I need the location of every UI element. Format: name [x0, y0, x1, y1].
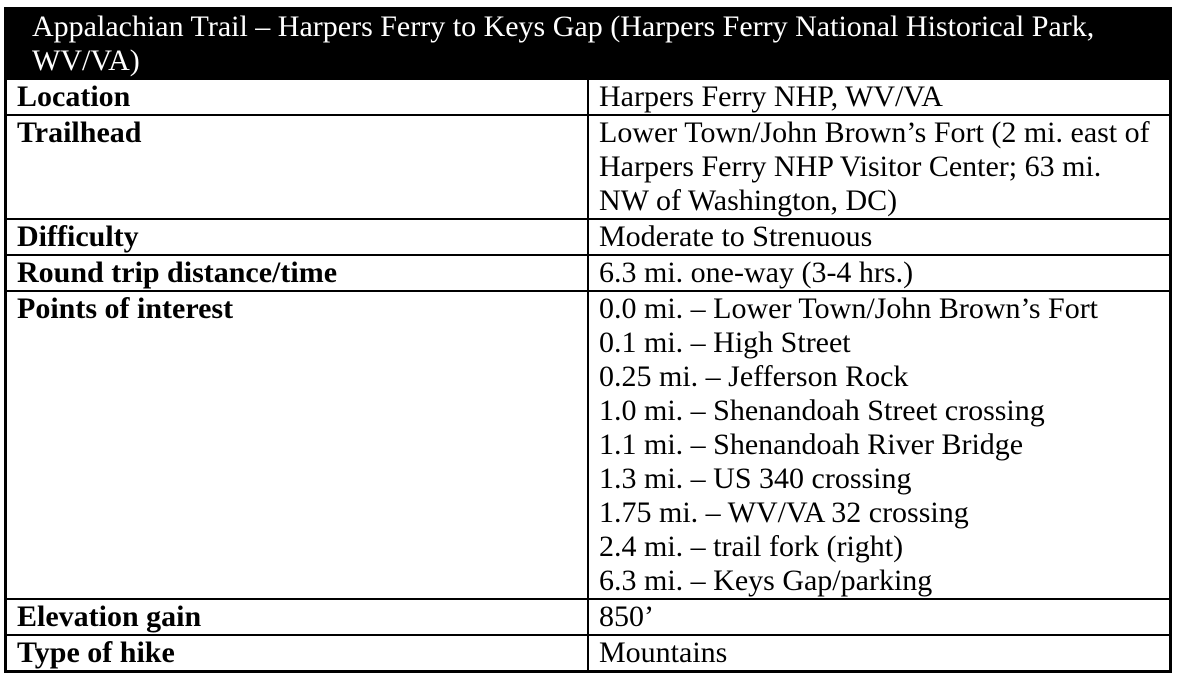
poi-line: 6.3 mi. – Keys Gap/parking [599, 564, 933, 597]
location-value: Harpers Ferry NHP, WV/VA [587, 78, 1172, 116]
points-of-interest-label: Points of interest [4, 290, 589, 600]
round-trip-row: Round trip distance/time 6.3 mi. one-way… [4, 254, 1172, 292]
poi-line: 0.0 mi. – Lower Town/John Brown’s Fort [599, 292, 1099, 325]
elevation-gain-label: Elevation gain [4, 598, 589, 636]
hike-info-table: Appalachian Trail – Harpers Ferry to Key… [4, 7, 1172, 673]
difficulty-label: Difficulty [4, 218, 589, 256]
poi-line: 2.4 mi. – trail fork (right) [599, 530, 904, 563]
title-row: Appalachian Trail – Harpers Ferry to Key… [4, 7, 1172, 80]
type-of-hike-value: Mountains [587, 634, 1172, 673]
type-of-hike-label: Type of hike [4, 634, 589, 673]
points-of-interest-value: 0.0 mi. – Lower Town/John Brown’s Fort 0… [587, 290, 1172, 600]
type-of-hike-row: Type of hike Mountains [4, 634, 1172, 673]
difficulty-value: Moderate to Strenuous [587, 218, 1172, 256]
elevation-gain-row: Elevation gain 850’ [4, 598, 1172, 636]
points-of-interest-row: Points of interest 0.0 mi. – Lower Town/… [4, 290, 1172, 600]
poi-line: 1.1 mi. – Shenandoah River Bridge [599, 428, 1024, 461]
difficulty-row: Difficulty Moderate to Strenuous [4, 218, 1172, 256]
poi-line: 1.3 mi. – US 340 crossing [599, 462, 912, 495]
elevation-gain-value: 850’ [587, 598, 1172, 636]
poi-line: 1.75 mi. – WV/VA 32 crossing [599, 496, 969, 529]
poi-line: 1.0 mi. – Shenandoah Street crossing [599, 394, 1045, 427]
table-title: Appalachian Trail – Harpers Ferry to Key… [4, 7, 1172, 80]
poi-line: 0.25 mi. – Jefferson Rock [599, 360, 909, 393]
poi-line: 0.1 mi. – High Street [599, 326, 851, 359]
trailhead-row: Trailhead Lower Town/John Brown’s Fort (… [4, 114, 1172, 220]
location-label: Location [4, 78, 589, 116]
trailhead-label: Trailhead [4, 114, 589, 220]
round-trip-label: Round trip distance/time [4, 254, 589, 292]
trailhead-value: Lower Town/John Brown’s Fort (2 mi. east… [587, 114, 1172, 220]
round-trip-value: 6.3 mi. one-way (3-4 hrs.) [587, 254, 1172, 292]
location-row: Location Harpers Ferry NHP, WV/VA [4, 78, 1172, 116]
